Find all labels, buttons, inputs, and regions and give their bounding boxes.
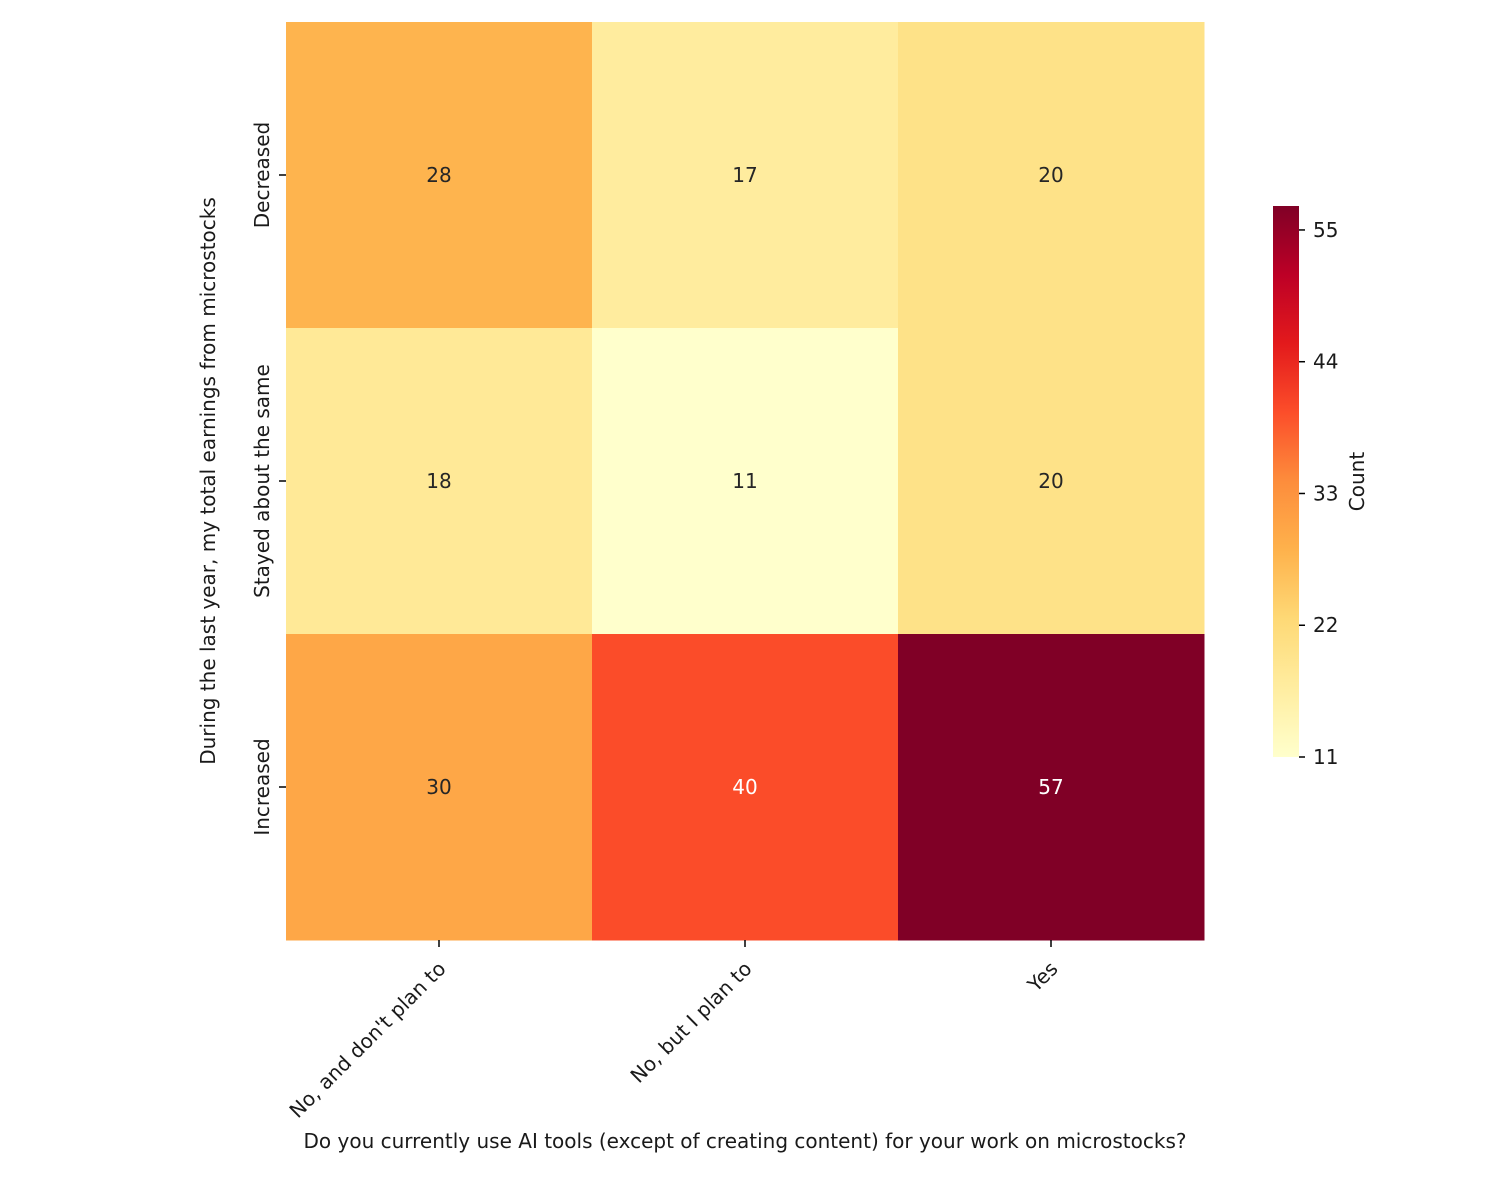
heatmap-cell [592, 328, 899, 635]
x-axis-label: Do you currently use AI tools (except of… [304, 1129, 1187, 1153]
colorbar-tick-label: 11 [1313, 745, 1338, 769]
heatmap-cell [286, 328, 593, 635]
cell-value-label: 28 [426, 163, 451, 187]
cell-value-label: 17 [732, 163, 757, 187]
x-tick-label: Yes [1022, 957, 1063, 998]
heatmap-cell-labels: 28 17 20 18 11 20 30 40 57 [426, 163, 1063, 799]
heatmap-cell [898, 634, 1205, 941]
cell-value-label: 57 [1038, 775, 1063, 799]
cell-value-label: 40 [732, 775, 757, 799]
heatmap-cells [286, 22, 1205, 941]
x-axis-ticks: No, and don't plan to No, but I plan to Ye… [284, 940, 1063, 1123]
colorbar-label: Count [1345, 452, 1369, 512]
heatmap-cell [592, 634, 899, 941]
colorbar: 11 22 33 44 55 [1273, 206, 1338, 769]
colorbar-gradient [1273, 206, 1299, 757]
colorbar-tick-label: 55 [1313, 218, 1338, 242]
cell-value-label: 20 [1038, 469, 1063, 493]
heatmap-cell [898, 328, 1205, 635]
y-axis-ticks: Decreased Stayed about the same Increased [250, 122, 286, 836]
y-axis-label: During the last year, my total earnings … [196, 197, 220, 765]
heatmap-cell [898, 22, 1205, 329]
heatmap-cell [592, 22, 899, 329]
y-tick-label: Stayed about the same [250, 364, 274, 598]
y-tick-label: Increased [250, 738, 274, 835]
x-tick-label: No, but I plan to [625, 957, 756, 1088]
colorbar-tick-label: 44 [1313, 350, 1338, 374]
y-tick-label: Decreased [250, 122, 274, 228]
heatmap-cell [286, 634, 593, 941]
cell-value-label: 11 [732, 469, 757, 493]
colorbar-tick-label: 22 [1313, 613, 1338, 637]
colorbar-tick-label: 33 [1313, 481, 1338, 505]
x-tick-label: No, and don't plan to [284, 957, 450, 1123]
cell-value-label: 18 [426, 469, 451, 493]
heatmap-cell [286, 22, 593, 329]
cell-value-label: 20 [1038, 163, 1063, 187]
cell-value-label: 30 [426, 775, 451, 799]
